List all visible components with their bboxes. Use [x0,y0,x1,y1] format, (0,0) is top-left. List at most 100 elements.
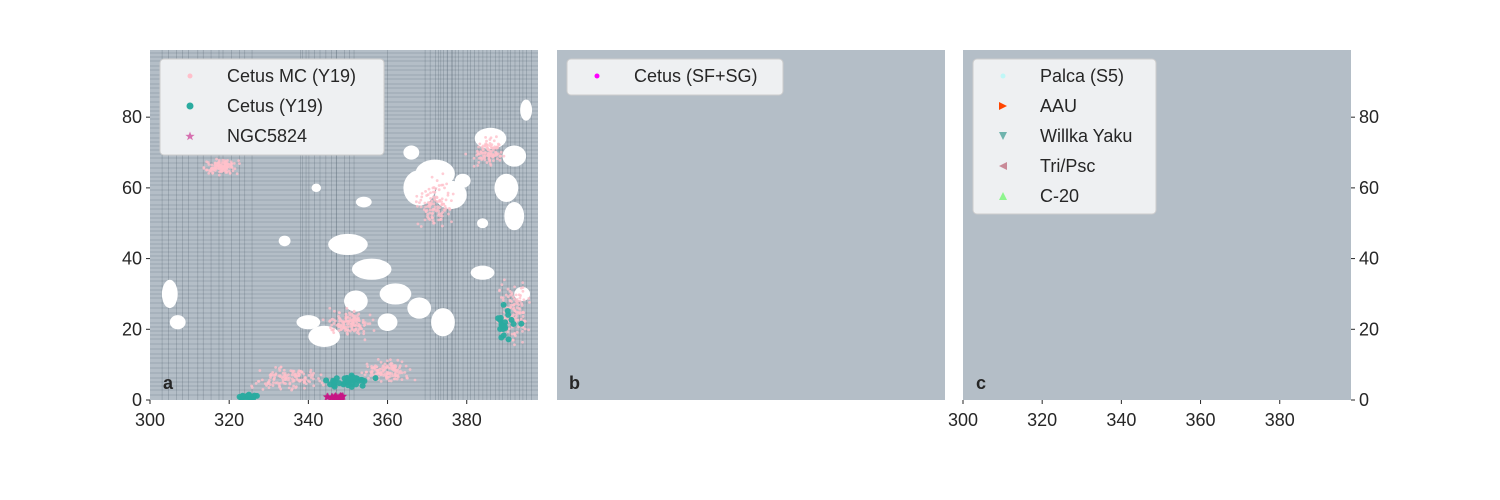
data-point [217,164,221,167]
data-point [292,378,296,382]
data-point [347,322,351,326]
data-point [379,380,383,383]
data-point [513,343,516,347]
y-tick-label: 40 [1359,249,1379,269]
data-point [498,334,505,341]
data-point [414,200,418,204]
data-point [235,172,239,176]
y-tick-label: 80 [1359,107,1379,127]
footprint-blob [477,218,489,229]
data-point [426,212,430,216]
data-point [362,320,365,324]
x-tick-label: 340 [293,410,323,430]
data-point [345,382,352,389]
data-point [307,373,311,377]
data-point [507,327,511,331]
data-point [403,370,407,374]
data-point [269,376,272,379]
data-point [281,375,285,379]
data-point [302,379,306,383]
panel-a: 300 320 340 360 380 0 20 40 60 80 Cetus MC (Y19)… [122,50,538,430]
legend-entry: Cetus (Y19) [186,96,323,116]
x-tick-label: 340 [1106,410,1136,430]
data-point [437,209,440,213]
data-point [405,376,409,380]
data-point [475,149,479,153]
data-point [511,338,514,342]
footprint [161,99,533,347]
data-point [206,161,210,164]
data-point [446,193,450,197]
data-point [517,293,521,297]
data-point [383,362,387,366]
data-point [356,324,360,328]
data-point [389,379,393,383]
data-point [389,363,393,366]
data-point [217,173,221,177]
data-point [424,189,427,193]
data-point [491,146,494,150]
y-tick-label: 60 [1359,178,1379,198]
data-point [491,154,495,157]
data-point [485,153,489,157]
data-point [278,369,282,372]
data-point [433,205,437,209]
data-point [288,381,292,385]
data-point [387,379,391,383]
data-point [271,371,275,374]
data-point [511,303,515,307]
y-axis: 0 20 40 60 80 [122,107,150,410]
data-point [205,168,209,172]
data-point [510,292,514,296]
data-point [504,308,511,315]
data-point [281,371,285,375]
data-point [344,316,348,320]
data-point [517,303,521,307]
legend-entry: AAU [999,96,1077,116]
data-point [309,368,313,372]
data-point [439,212,443,216]
panel-label: a [163,373,174,393]
y-tick-label: 80 [122,107,142,127]
data-point [345,306,349,310]
data-point [515,330,519,334]
legend-box [159,58,385,156]
legend: Palca (S5) AAU Willka Yaku Tri/Psc C-20 [972,58,1157,215]
data-point [375,365,379,369]
data-point [443,186,446,190]
legend-marker-dot [187,73,193,79]
data-point [353,381,360,388]
y-tick-label: 20 [1359,319,1379,339]
data-point [359,382,366,389]
data-point [393,372,397,376]
data-point [499,295,503,299]
data-point [437,214,440,217]
legend-label: Cetus (Y19) [227,96,323,116]
data-point [425,194,429,197]
data-point [363,373,367,377]
data-point [435,199,439,203]
footprint-blob [407,297,432,319]
footprint-blob [351,258,392,280]
data-point [267,386,271,389]
data-point [322,392,332,400]
data-point [344,312,348,316]
data-point [494,150,497,154]
data-point [319,373,323,377]
data-point [489,152,493,156]
data-point [436,205,440,209]
data-point [213,166,217,170]
data-point [258,369,262,372]
x-tick-label: 320 [1027,410,1057,430]
data-point [427,217,431,220]
footprint-blob [161,279,178,309]
data-point [520,302,524,305]
data-point [228,172,232,175]
data-point [268,383,272,386]
data-point [483,158,487,162]
data-point [352,375,359,382]
data-point [364,370,368,374]
data-point [218,170,221,174]
data-point [222,165,226,168]
